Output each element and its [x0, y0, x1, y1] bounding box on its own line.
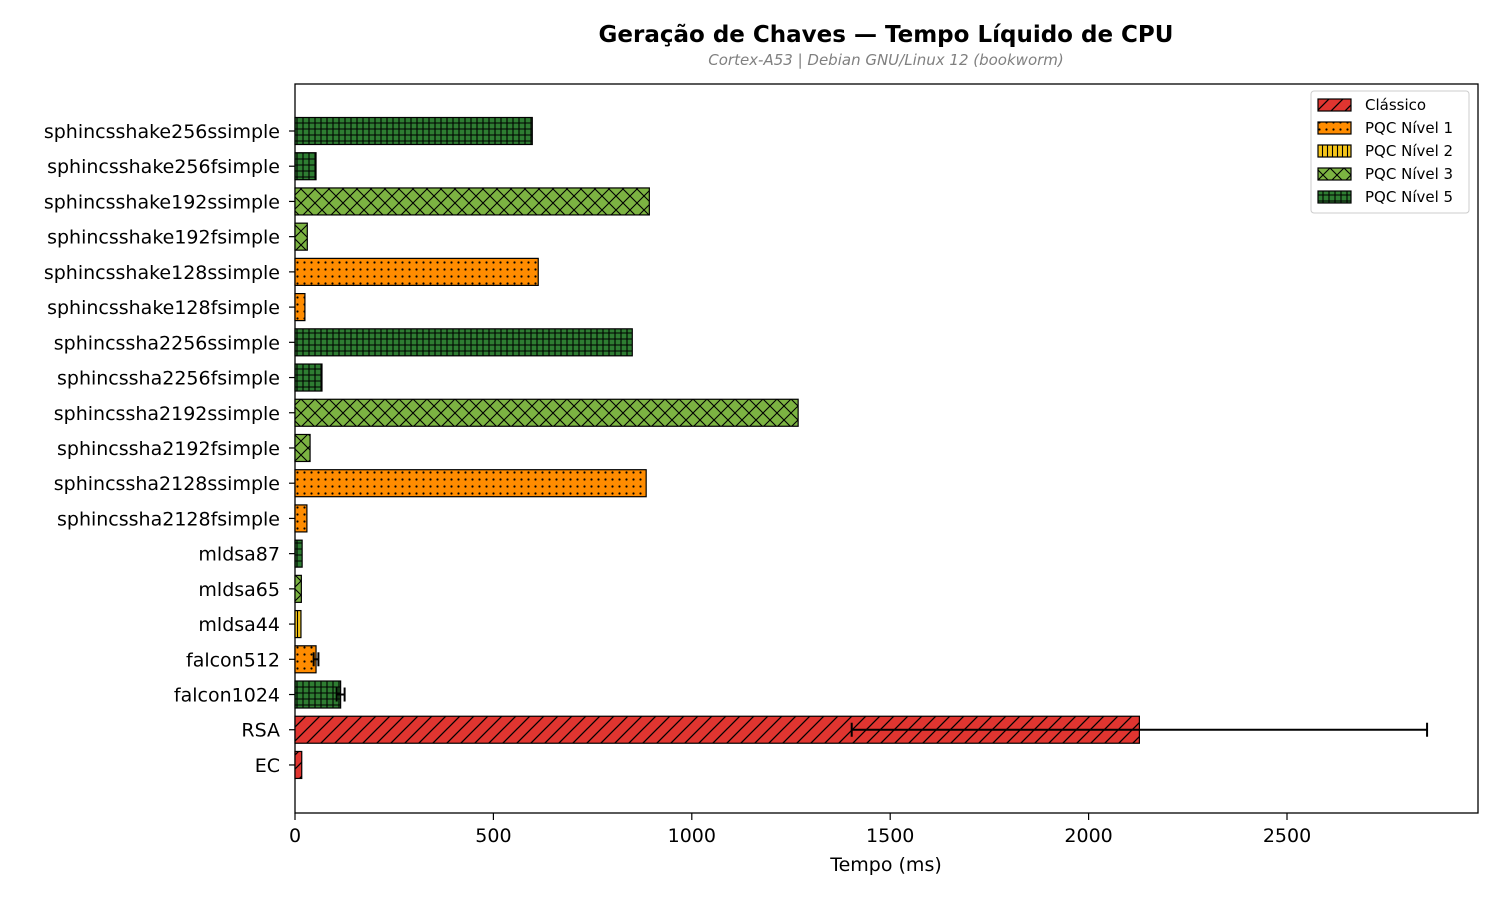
x-tick-label: 0 [289, 825, 301, 847]
bar-sphincssha2256fsimple [294, 363, 323, 392]
bar-sphincsshake192fsimple [294, 222, 308, 251]
legend-swatch [1317, 98, 1352, 112]
category-label: mldsa87 [198, 544, 280, 566]
chart-title: Geração de Chaves — Tempo Líquido de CPU [599, 22, 1174, 48]
category-label: EC [255, 755, 280, 777]
category-label: sphincsshake128fsimple [47, 297, 280, 319]
legend-swatch [1317, 144, 1352, 158]
bar-EC [294, 750, 303, 780]
bar-falcon1024 [294, 680, 342, 709]
bar-sphincsshake192ssimple [294, 187, 650, 216]
bar-mldsa65 [294, 574, 302, 603]
bar-sphincssha2256ssimple [294, 328, 633, 357]
bar-mldsa87 [294, 539, 303, 568]
bar-sphincsshake256ssimple [294, 116, 533, 146]
category-label: sphincsshake192fsimple [47, 227, 280, 249]
error-bars-layer [312, 652, 1429, 737]
x-tick-label: 1000 [668, 825, 716, 847]
legend-label: PQC Nível 3 [1365, 165, 1453, 183]
legend-label: Clássico [1365, 96, 1426, 114]
x-axis-ticks: 0 500 1000 1500 2000 2500 [289, 813, 1311, 847]
bars-layer [294, 116, 1140, 780]
legend: Clássico PQC Nível 1 PQC Nível 2 PQC Nível … [1310, 90, 1470, 214]
legend-label: PQC Nível 2 [1365, 142, 1453, 160]
category-label: sphincsshake256fsimple [47, 156, 280, 178]
legend-swatch [1317, 121, 1352, 135]
x-tick-label: 2500 [1263, 825, 1311, 847]
bar-mldsa44 [294, 609, 302, 639]
category-label: sphincssha2128fsimple [57, 508, 280, 530]
legend-items: Clássico PQC Nível 1 PQC Nível 2 PQC Nível … [1317, 96, 1453, 206]
legend-swatch [1317, 167, 1352, 181]
category-label: sphincsshake128ssimple [44, 262, 280, 284]
bar-sphincssha2192ssimple [294, 398, 799, 427]
bar-sphincssha2128fsimple [294, 504, 308, 533]
category-labels: sphincsshake256ssimple sphincsshake256fsi… [44, 121, 295, 777]
category-label: mldsa65 [198, 579, 280, 601]
category-label: sphincssha2192fsimple [57, 438, 280, 460]
bar-sphincsshake128ssimple [294, 257, 539, 286]
category-label: sphincssha2192ssimple [54, 403, 280, 425]
category-label: RSA [241, 720, 280, 742]
bar-sphincsshake128fsimple [294, 293, 306, 322]
category-label: falcon512 [186, 649, 280, 671]
bar-sphincssha2128ssimple [294, 469, 647, 498]
legend-label: PQC Nível 5 [1365, 188, 1453, 206]
category-label: sphincssha2128ssimple [54, 473, 280, 495]
category-label: sphincssha2256ssimple [54, 332, 280, 354]
legend-swatch [1317, 190, 1352, 204]
chart-subtitle: Cortex-A53 | Debian GNU/Linux 12 (bookwo… [708, 51, 1064, 69]
category-label: sphincsshake256ssimple [44, 121, 280, 143]
x-tick-label: 500 [475, 825, 511, 847]
x-axis-label: Tempo (ms) [829, 854, 942, 876]
category-label: mldsa44 [198, 614, 280, 636]
category-label: sphincsshake192ssimple [44, 191, 280, 213]
bar-sphincsshake256fsimple [294, 152, 317, 181]
bar-sphincssha2192fsimple [294, 433, 311, 463]
category-label: falcon1024 [174, 685, 280, 707]
x-tick-label: 1500 [866, 825, 914, 847]
legend-label: PQC Nível 1 [1365, 119, 1453, 137]
category-label: sphincssha2256fsimple [57, 368, 280, 390]
x-tick-label: 2000 [1064, 825, 1112, 847]
